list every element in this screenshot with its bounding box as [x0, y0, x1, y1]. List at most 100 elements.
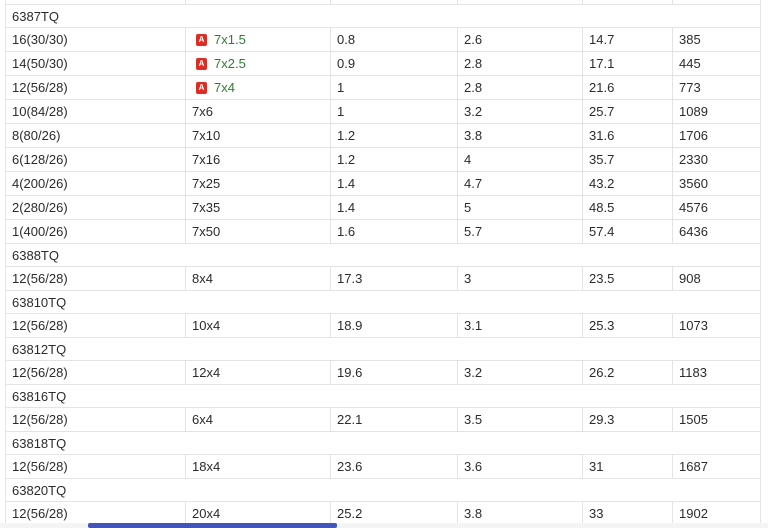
cell-spec: 7x10 [186, 124, 331, 147]
cell-value-3: 21.6 [583, 76, 673, 99]
cell-value-3: 23.5 [583, 267, 673, 290]
section-header-row: 63820TQ [6, 479, 760, 502]
cell-value-4: 1902 [679, 506, 708, 521]
table-cell [458, 0, 583, 4]
cell-value-4: 445 [679, 56, 701, 71]
section-header-row: 63812TQ [6, 338, 760, 361]
pdf-icon[interactable] [196, 33, 207, 46]
table-row: 12(56/28) 18x4 23.6 3.6 31 1687 [6, 455, 760, 479]
cell-spec: 7x25 [186, 172, 331, 195]
cell-spec: 20x4 [186, 502, 331, 525]
spec-text: 7x35 [192, 200, 221, 215]
cell-size: 12(56/28) [6, 455, 186, 478]
cell-value-3: 29.3 [583, 408, 673, 431]
cell-spec: 6x4 [186, 408, 331, 431]
cell-size: 12(56/28) [6, 76, 186, 99]
cell-spec: 7x4 [186, 76, 331, 99]
cell-value-4: 3560 [679, 176, 708, 191]
cell-size: 12(56/28) [6, 314, 186, 337]
cell-value-4: 908 [679, 271, 701, 286]
cell-value-3: 48.5 [583, 196, 673, 219]
cell-value-3: 25.7 [583, 100, 673, 123]
cell-value-4: 2330 [679, 152, 708, 167]
cell-value-4: 1073 [679, 318, 708, 333]
cell-value-4: 4576 [679, 200, 708, 215]
cell-value-1: 18.9 [331, 314, 458, 337]
cell-value-3: 14.7 [583, 28, 673, 51]
cell-size: 12(56/28) [6, 502, 186, 525]
cell-value-4: 1706 [679, 128, 708, 143]
cell-value-2: 3.2 [458, 100, 583, 123]
section-code: 63810TQ [12, 294, 67, 310]
cell-spec: 7x2.5 [186, 52, 331, 75]
spec-pdf-link[interactable]: 7x4 [214, 80, 235, 95]
table-cell [6, 0, 186, 4]
table-cell [673, 0, 760, 4]
spec-text: 7x50 [192, 224, 221, 239]
spec-pdf-link[interactable]: 7x1.5 [214, 32, 246, 47]
horizontal-scrollbar[interactable] [0, 523, 768, 528]
cell-value-2: 2.8 [458, 52, 583, 75]
table-row: 14(50/30) 7x2.5 0.9 2.8 17.1 445 [6, 52, 760, 76]
table-row: 6(128/26) 7x16 1.2 4 35.7 2330 [6, 148, 760, 172]
cell-value-2: 4 [458, 148, 583, 171]
cell-size: 12(56/28) [6, 361, 186, 384]
cell-size: 12(56/28) [6, 267, 186, 290]
table-row: 12(56/28) 6x4 22.1 3.5 29.3 1505 [6, 408, 760, 432]
cell-spec: 7x6 [186, 100, 331, 123]
cell-value-3: 31.6 [583, 124, 673, 147]
table-row: 1(400/26) 7x50 1.6 5.7 57.4 6436 [6, 220, 760, 244]
pdf-icon[interactable] [196, 57, 207, 70]
section-code: 63818TQ [12, 435, 67, 451]
cell-value-4: 6436 [679, 224, 708, 239]
cell-spec: 7x16 [186, 148, 331, 171]
cell-value-2: 3.5 [458, 408, 583, 431]
cell-value-1: 22.1 [331, 408, 458, 431]
table-cell [331, 0, 458, 4]
spec-pdf-link[interactable]: 7x2.5 [214, 56, 246, 71]
cell-value-2: 3.8 [458, 502, 583, 525]
cell-size: 10(84/28) [6, 100, 186, 123]
product-spec-table: 6387TQ 16(30/30) 7x1.5 0.8 2.6 14.7 385 … [5, 0, 761, 526]
cell-value-1: 0.8 [331, 28, 458, 51]
scrollbar-thumb[interactable] [88, 523, 337, 528]
section-code: 63812TQ [12, 341, 67, 357]
table-row: 12(56/28) 7x4 1 2.8 21.6 773 [6, 76, 760, 100]
cell-value-1: 1.4 [331, 196, 458, 219]
cell-value-4: 385 [679, 32, 701, 47]
cell-value-2: 3.1 [458, 314, 583, 337]
cell-spec: 7x1.5 [186, 28, 331, 51]
table-cell [583, 0, 673, 4]
cell-spec: 18x4 [186, 455, 331, 478]
cell-value-2: 2.8 [458, 76, 583, 99]
table-row: 4(200/26) 7x25 1.4 4.7 43.2 3560 [6, 172, 760, 196]
spec-text: 7x16 [192, 152, 221, 167]
cell-size: 1(400/26) [6, 220, 186, 243]
cell-value-1: 1.4 [331, 172, 458, 195]
cell-value-3: 31 [583, 455, 673, 478]
cell-spec: 7x35 [186, 196, 331, 219]
cell-value-3: 33 [583, 502, 673, 525]
cell-value-4: 1183 [679, 365, 707, 380]
cell-value-4: 1089 [679, 104, 708, 119]
cell-value-3: 35.7 [583, 148, 673, 171]
cell-size: 8(80/26) [6, 124, 186, 147]
cell-value-2: 5.7 [458, 220, 583, 243]
cell-value-3: 57.4 [583, 220, 673, 243]
cell-size: 6(128/26) [6, 148, 186, 171]
table-cell [186, 0, 331, 4]
cell-value-1: 1 [331, 76, 458, 99]
cell-value-4: 773 [679, 80, 701, 95]
cell-value-1: 17.3 [331, 267, 458, 290]
cell-size: 12(56/28) [6, 408, 186, 431]
section-header-row: 63810TQ [6, 291, 760, 314]
pdf-icon[interactable] [196, 81, 207, 94]
cell-value-3: 25.3 [583, 314, 673, 337]
cell-value-3: 43.2 [583, 172, 673, 195]
cell-value-1: 1.6 [331, 220, 458, 243]
cell-value-1: 23.6 [331, 455, 458, 478]
cell-size: 16(30/30) [6, 28, 186, 51]
section-header-row: 63818TQ [6, 432, 760, 455]
cell-value-2: 5 [458, 196, 583, 219]
cell-spec: 7x50 [186, 220, 331, 243]
